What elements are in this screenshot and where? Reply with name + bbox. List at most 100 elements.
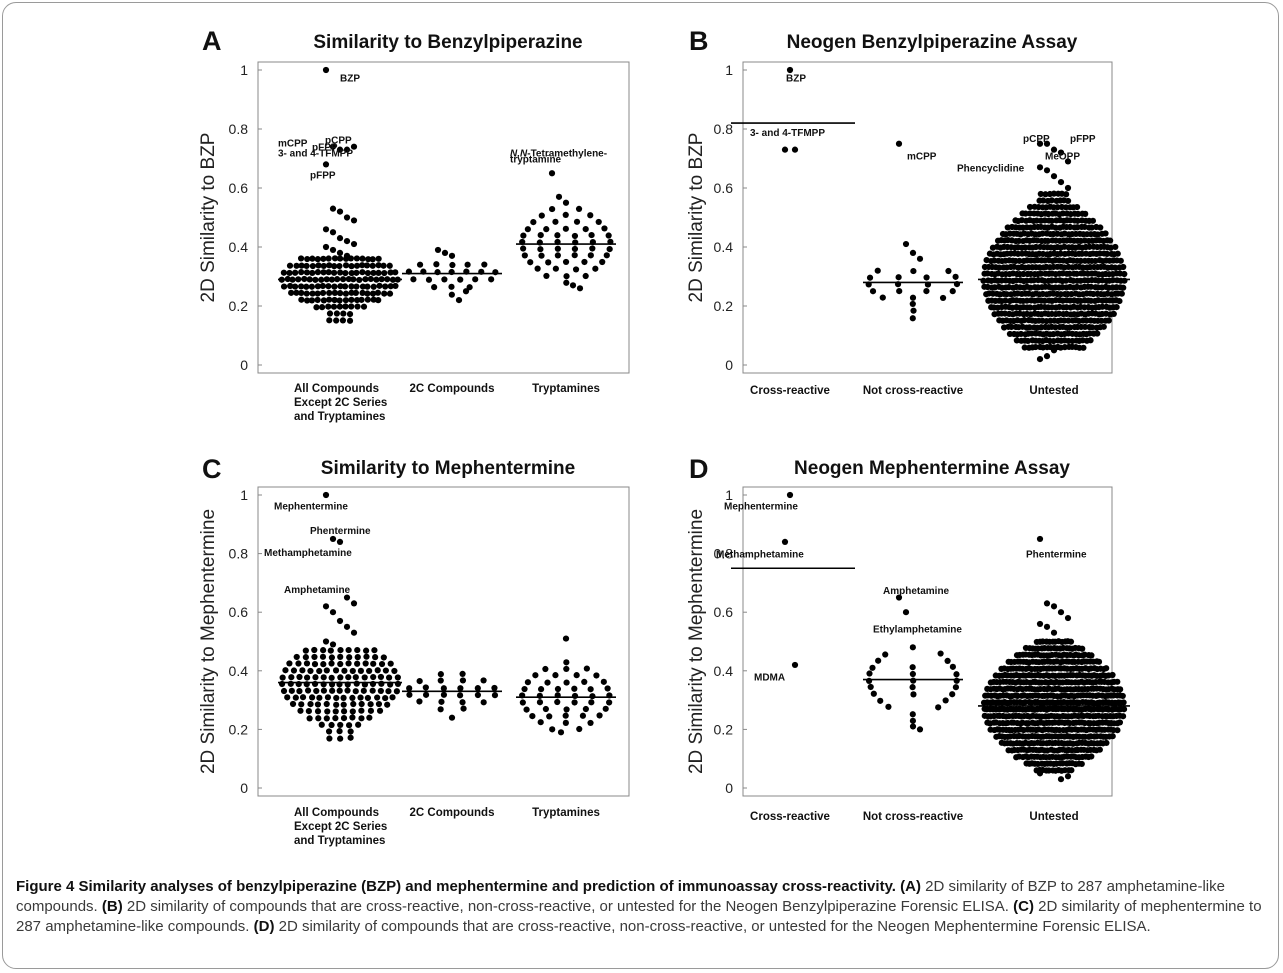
data-point <box>562 211 569 218</box>
data-point <box>869 288 877 295</box>
data-point <box>359 262 366 269</box>
data-point <box>329 687 336 694</box>
x-category-label: Not cross-reactive <box>863 385 963 397</box>
data-point <box>406 685 413 692</box>
data-point <box>315 262 322 269</box>
data-point <box>342 290 349 297</box>
data-point <box>315 715 322 722</box>
data-point <box>309 269 316 277</box>
data-point <box>602 705 609 712</box>
chart-title: Similarity to Mephentermine <box>321 458 575 479</box>
data-point <box>1114 250 1121 257</box>
data-point <box>342 255 350 262</box>
data-point <box>385 688 392 695</box>
data-point <box>319 289 327 297</box>
data-point <box>593 672 600 679</box>
data-point <box>440 691 448 698</box>
data-point <box>949 663 956 670</box>
data-point <box>308 283 315 290</box>
data-point <box>336 538 344 545</box>
data-point <box>329 609 337 616</box>
data-point <box>575 205 583 212</box>
data-point <box>288 289 295 296</box>
data-point <box>325 283 332 290</box>
data-point <box>346 654 353 661</box>
caption-label-b: (B) <box>101 898 123 915</box>
data-point <box>1063 191 1070 198</box>
data-point <box>292 269 299 276</box>
annotation-label: pFPP <box>310 171 336 182</box>
panel-letter: C <box>202 454 222 484</box>
data-point <box>303 297 311 304</box>
data-point <box>1103 739 1110 747</box>
annotation-label: MDMA <box>754 673 785 684</box>
data-point <box>571 692 579 700</box>
data-point <box>1078 760 1085 768</box>
data-point <box>330 303 338 310</box>
annotation-label: 3- and 4-TFMPP <box>750 128 825 139</box>
y-tick-label: 0.2 <box>714 721 734 737</box>
x-category-label: Except 2C Series <box>294 397 387 409</box>
data-point <box>346 310 354 318</box>
data-point <box>599 258 606 266</box>
data-point <box>359 255 366 262</box>
data-point <box>1052 224 1059 231</box>
data-point <box>937 650 944 657</box>
x-category-label: Untested <box>1029 811 1078 823</box>
data-point <box>909 723 917 730</box>
caption-label-c: (C) <box>1013 898 1034 915</box>
data-point <box>353 680 360 687</box>
data-point <box>573 672 580 679</box>
panel-c: C Similarity to Mephentermine 2D Similarit… <box>198 454 630 847</box>
data-point <box>416 678 423 685</box>
caption-label-d: (D) <box>253 918 275 935</box>
data-point <box>406 691 413 698</box>
data-point <box>360 303 368 310</box>
data-point <box>1087 337 1094 344</box>
annotation-label: MeOPP <box>1045 152 1080 163</box>
data-point <box>328 721 335 729</box>
data-point <box>1103 665 1110 672</box>
data-point <box>386 262 393 269</box>
data-point <box>562 199 570 206</box>
data-point <box>1036 356 1044 363</box>
data-point <box>1026 324 1033 331</box>
caption-text-d: 2D similarity of compounds that are cros… <box>274 918 1151 935</box>
data-point <box>345 646 352 654</box>
data-point <box>1064 773 1072 780</box>
data-point <box>375 262 382 269</box>
y-tick-label: 0.6 <box>714 180 734 196</box>
data-point <box>923 288 930 295</box>
data-point <box>329 641 337 648</box>
data-point <box>342 297 349 304</box>
data-point <box>916 726 924 733</box>
data-point <box>459 670 466 677</box>
data-point <box>1041 297 1048 304</box>
data-point <box>552 672 559 679</box>
data-point <box>582 225 589 233</box>
data-point <box>336 687 343 694</box>
x-category-label: Cross-reactive <box>750 385 830 397</box>
data-point <box>576 285 584 292</box>
data-point <box>298 701 305 708</box>
x-category-label: 2C Compounds <box>410 383 495 395</box>
data-point <box>996 264 1003 271</box>
data-point <box>313 687 320 695</box>
data-point <box>459 677 467 684</box>
data-point <box>319 282 326 290</box>
data-point <box>944 657 951 665</box>
data-point <box>952 273 959 280</box>
data-point <box>1048 217 1055 224</box>
annotation-label: Phentermine <box>310 526 371 537</box>
data-point <box>331 255 339 262</box>
data-point <box>359 283 367 290</box>
data-point <box>324 694 332 701</box>
data-point <box>358 707 365 714</box>
data-point <box>323 715 330 722</box>
data-point <box>910 307 917 314</box>
data-point <box>542 665 549 673</box>
data-point <box>309 255 316 262</box>
data-point <box>363 653 370 660</box>
data-point <box>1065 317 1072 324</box>
y-tick-label: 0.2 <box>714 298 734 314</box>
